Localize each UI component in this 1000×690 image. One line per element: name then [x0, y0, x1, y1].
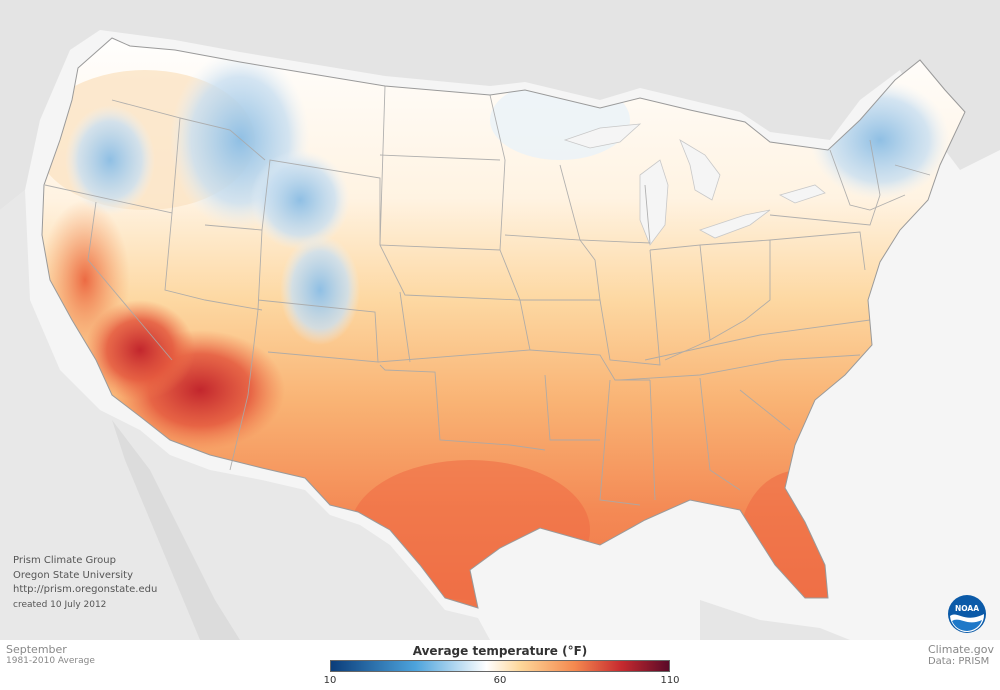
noaa-logo-icon: NOAA: [948, 595, 986, 633]
footer-data-source: Data: PRISM: [927, 656, 990, 667]
prism-credits: Prism Climate Group Oregon State Univers…: [13, 554, 157, 612]
credit-url[interactable]: http://prism.oregonstate.edu: [13, 584, 158, 595]
credit-university: Oregon State University: [13, 569, 133, 581]
footer-site[interactable]: Climate.gov: [927, 643, 994, 656]
state-boundaries: [44, 85, 931, 506]
credit-group: Prism Climate Group: [13, 555, 116, 566]
legend-tick-max: 110: [660, 675, 680, 686]
footer-period: 1981-2010 Average: [6, 656, 95, 666]
credit-created-date: created 10 July 2012: [13, 599, 107, 610]
baja-peninsula: [112, 420, 240, 640]
legend-tick-min: 10: [323, 675, 337, 686]
temperature-map: [0, 0, 1000, 640]
noaa-logo-text: NOAA: [955, 604, 979, 613]
cuba-land: [700, 600, 850, 640]
legend-color-bar: [330, 660, 670, 672]
footer-month: September: [6, 643, 67, 656]
footer-source-info: Climate.gov Data: PRISM: [928, 643, 994, 668]
legend-tick-mid: 60: [493, 675, 507, 686]
mexico-land: [0, 190, 490, 640]
canada-land: [0, 0, 1000, 210]
footer-bar: September 1981-2010 Average Average temp…: [0, 640, 1000, 690]
legend-title: Average temperature (°F): [412, 644, 588, 658]
footer-period-info: September 1981-2010 Average: [6, 643, 95, 667]
map-area: Prism Climate Group Oregon State Univers…: [0, 0, 1000, 640]
great-lakes: [563, 123, 826, 246]
